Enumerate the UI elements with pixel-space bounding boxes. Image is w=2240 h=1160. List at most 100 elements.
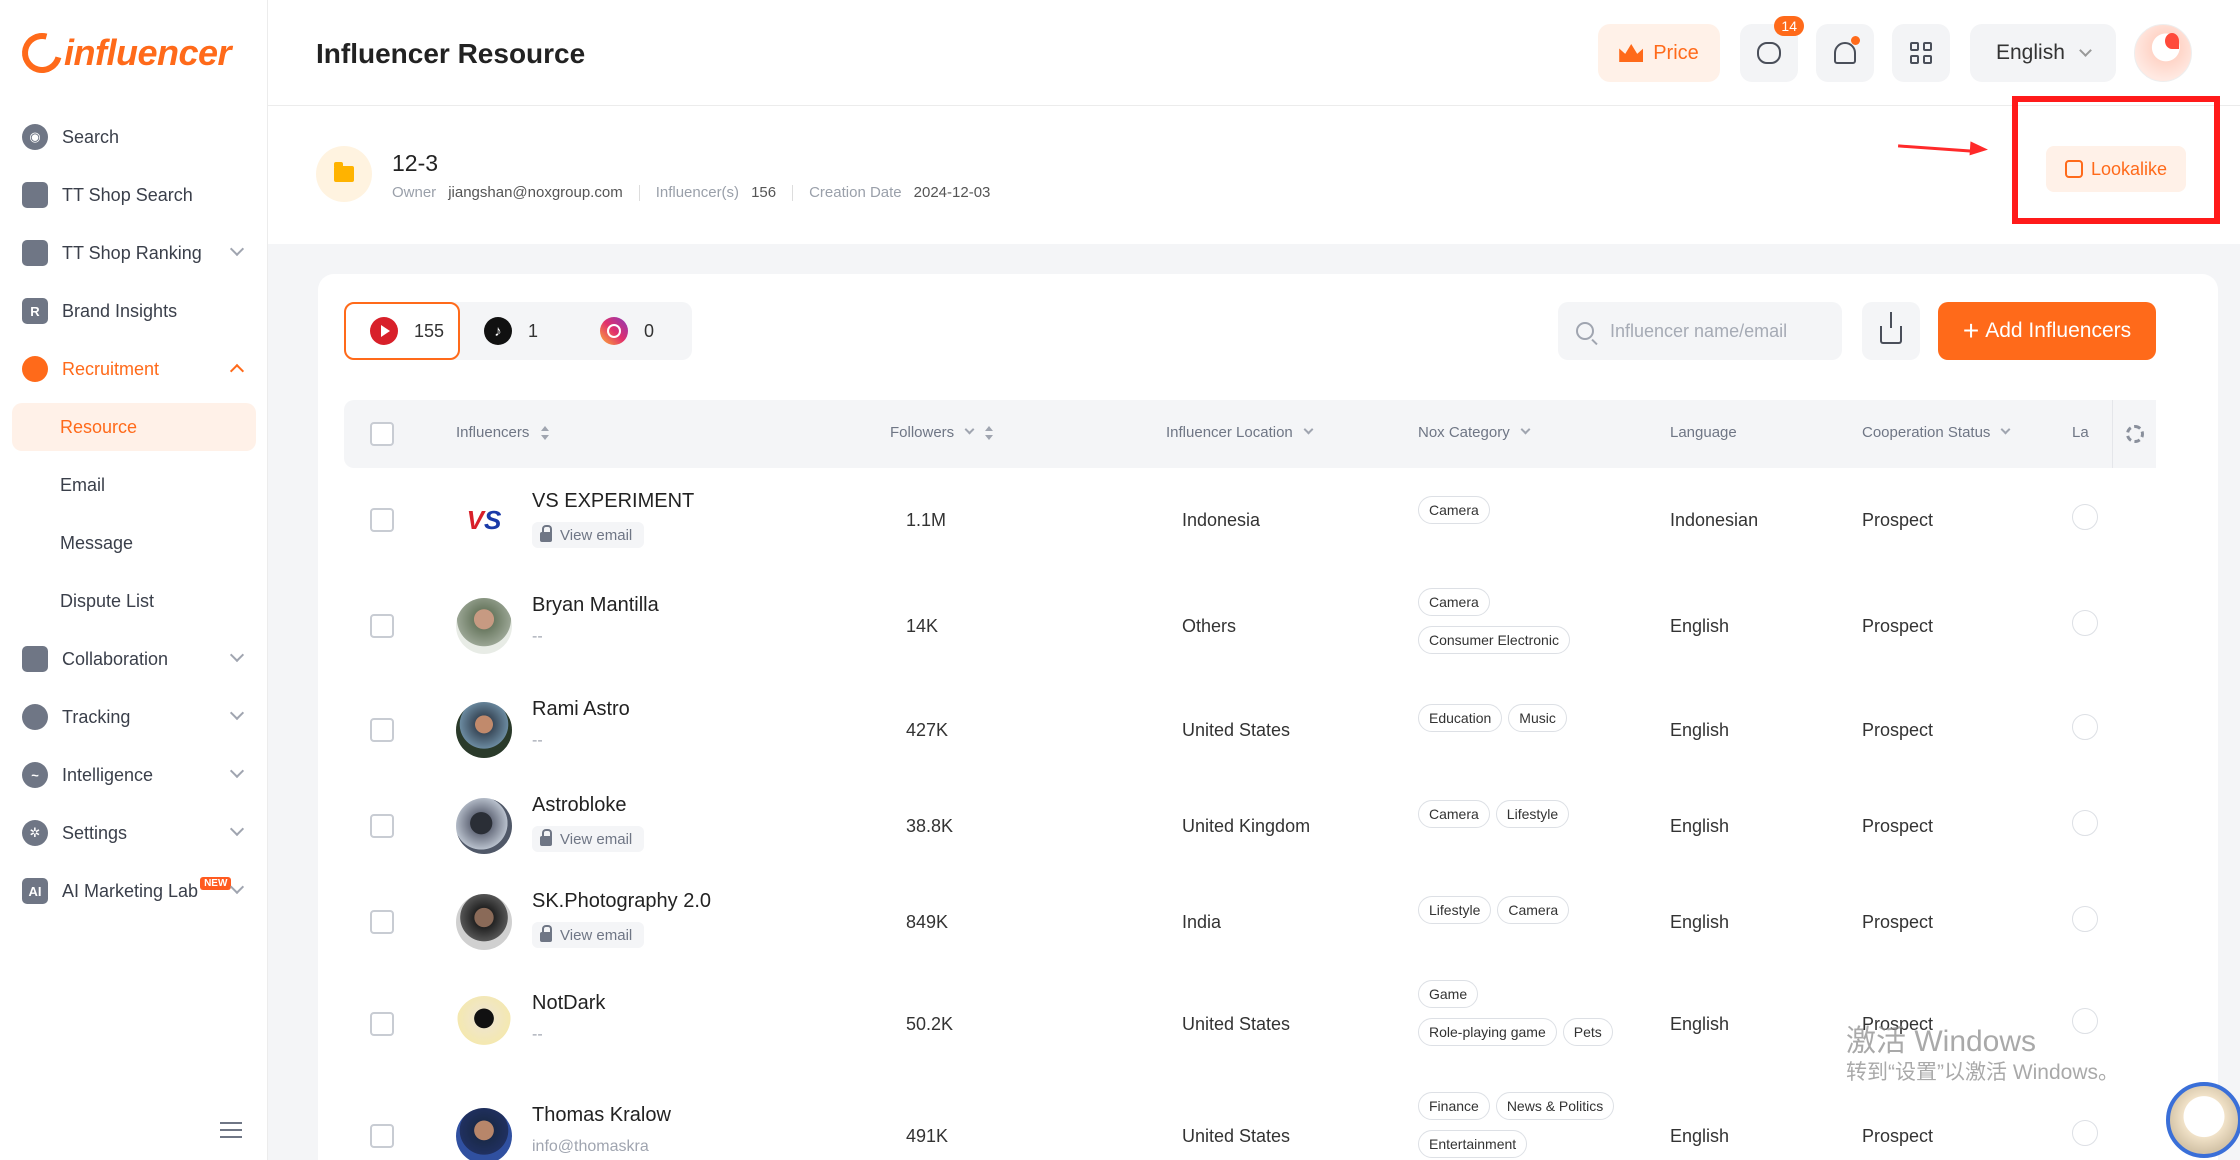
col-followers[interactable]: Followers (890, 424, 994, 441)
chevron-down-icon (2079, 44, 2092, 57)
row-checkbox[interactable] (370, 614, 394, 638)
chevron-down-icon (229, 821, 245, 837)
influencer-name[interactable]: VS EXPERIMENT (532, 490, 695, 512)
avatar[interactable] (456, 702, 512, 758)
table-row[interactable]: Bryan Mantilla -- 14K Others Camera Cons… (344, 572, 2156, 678)
row-checkbox[interactable] (370, 814, 394, 838)
sort-icon (541, 425, 550, 440)
view-email-button[interactable]: View email (532, 922, 645, 948)
chevron-down-icon (229, 879, 245, 895)
sidebar-item-tt-shop-search[interactable]: TT Shop Search (0, 166, 268, 224)
col-truncated: La (2072, 424, 2089, 441)
chat-bubble-icon (1757, 42, 1781, 64)
assistant-avatar[interactable] (2166, 1082, 2240, 1158)
category-chips: Camera Consumer Electronic (1418, 588, 1634, 664)
avatar[interactable] (456, 1108, 512, 1160)
sidebar-item-intelligence[interactable]: ~ Intelligence (0, 746, 268, 804)
red-highlight-box (2012, 96, 2220, 224)
category-chips: Camera (1418, 496, 1634, 536)
sidebar-item-tt-shop-ranking[interactable]: TT Shop Ranking (0, 224, 268, 282)
followers-value: 849K (906, 912, 949, 932)
table-row[interactable]: Thomas Kralow info@thomaskra 491K United… (344, 1078, 2156, 1160)
price-button[interactable]: Price (1598, 24, 1720, 82)
column-settings-button[interactable] (2112, 400, 2156, 468)
sidebar-item-collaboration[interactable]: Collaboration (0, 630, 268, 688)
influencer-name[interactable]: NotDark (532, 992, 606, 1014)
category-chip: Pets (1562, 1018, 1613, 1046)
add-influencers-button[interactable]: + Add Influencers (1938, 302, 2156, 360)
col-coop-status[interactable]: Cooperation Status (1862, 424, 2011, 441)
language-select[interactable]: English (1970, 24, 2116, 82)
influencer-name[interactable]: Thomas Kralow (532, 1104, 671, 1126)
col-category[interactable]: Nox Category (1418, 424, 1531, 441)
plus-icon: + (1962, 315, 1980, 346)
sidebar-subitem-email[interactable]: Email (60, 474, 106, 495)
status-value: Prospect (1862, 1014, 1934, 1034)
export-button[interactable] (1862, 302, 1920, 360)
influencer-search (1558, 302, 1842, 360)
influencer-name[interactable]: SK.Photography 2.0 (532, 890, 712, 912)
contact-empty: -- (532, 1026, 543, 1043)
sidebar-item-ai-marketing-lab[interactable]: AI AI Marketing Lab NEW (0, 862, 268, 920)
table-row[interactable]: Astrobloke View email 38.8K United Kingd… (344, 774, 2156, 870)
avatar[interactable] (456, 598, 512, 654)
ai-icon: AI (22, 878, 48, 904)
influencer-logo[interactable]: influencer (14, 25, 232, 81)
lookalike-icon (2064, 160, 2083, 178)
chevron-down-icon (229, 647, 245, 663)
tab-tiktok[interactable]: ♪ 1 (460, 302, 576, 360)
lock-icon (540, 925, 552, 942)
collapse-sidebar-icon[interactable] (220, 1122, 242, 1140)
avatar[interactable] (456, 996, 512, 1052)
notifications-button[interactable] (1816, 24, 1874, 82)
messages-button[interactable]: 14 (1740, 16, 1804, 82)
apps-button[interactable] (1892, 24, 1950, 82)
row-checkbox[interactable] (370, 910, 394, 934)
row-checkbox[interactable] (370, 1012, 394, 1036)
tab-youtube[interactable]: 155 (344, 302, 460, 360)
view-email-button[interactable]: View email (532, 826, 645, 852)
bell-icon (1834, 42, 1856, 64)
sidebar-item-search[interactable]: ◉ Search (0, 108, 268, 166)
select-all-checkbox[interactable] (370, 422, 394, 446)
sidebar-subitem-message[interactable]: Message (60, 532, 134, 553)
influencer-table-card: 155 ♪ 1 0 + Add Influencers Influencers … (318, 274, 2218, 1160)
table-row[interactable]: NotDark -- 50.2K United States Game Role… (344, 966, 2156, 1078)
lookalike-button[interactable]: Lookalike (2046, 146, 2186, 192)
crown-icon (1619, 44, 1644, 62)
followers-value: 1.1M (906, 510, 947, 530)
influencer-name[interactable]: Rami Astro (532, 698, 630, 720)
contact-email[interactable]: info@thomaskra (532, 1138, 649, 1155)
chevron-down-icon (229, 763, 245, 779)
col-location[interactable]: Influencer Location (1166, 424, 1314, 441)
sidebar-subitem-resource[interactable]: Resource (12, 403, 256, 451)
row-checkbox[interactable] (370, 508, 394, 532)
tab-instagram[interactable]: 0 (576, 302, 692, 360)
language-value: English (1670, 1014, 1730, 1034)
avatar[interactable] (456, 894, 512, 950)
sidebar-item-brand-insights[interactable]: R Brand Insights (0, 282, 268, 340)
language-value: English (1670, 816, 1730, 836)
table-row[interactable]: SK.Photography 2.0 View email 849K India… (344, 870, 2156, 966)
location-value: United States (1182, 1126, 1291, 1146)
sidebar-subitem-dispute-list[interactable]: Dispute List (60, 590, 155, 611)
view-email-button[interactable]: View email (532, 522, 645, 548)
search-input[interactable] (1610, 320, 1830, 342)
influencer-name[interactable]: Astrobloke (532, 794, 627, 816)
user-avatar[interactable] (2134, 24, 2192, 82)
row-checkbox[interactable] (370, 718, 394, 742)
influencer-name[interactable]: Bryan Mantilla (532, 594, 659, 616)
col-influencers[interactable]: Influencers (456, 424, 550, 441)
sidebar-item-tracking[interactable]: Tracking (0, 688, 268, 746)
sidebar-item-settings[interactable]: ✲ Settings (0, 804, 268, 862)
table-row[interactable]: Rami Astro -- 427K United States Educati… (344, 678, 2156, 774)
contact-empty: -- (532, 732, 543, 749)
row-checkbox[interactable] (370, 1124, 394, 1148)
avatar[interactable] (456, 798, 512, 854)
compass-icon: ◉ (22, 124, 48, 150)
status-value: Prospect (1862, 616, 1934, 636)
chevron-down-icon (1303, 424, 1314, 435)
sidebar-item-recruitment[interactable]: Recruitment (0, 340, 268, 398)
